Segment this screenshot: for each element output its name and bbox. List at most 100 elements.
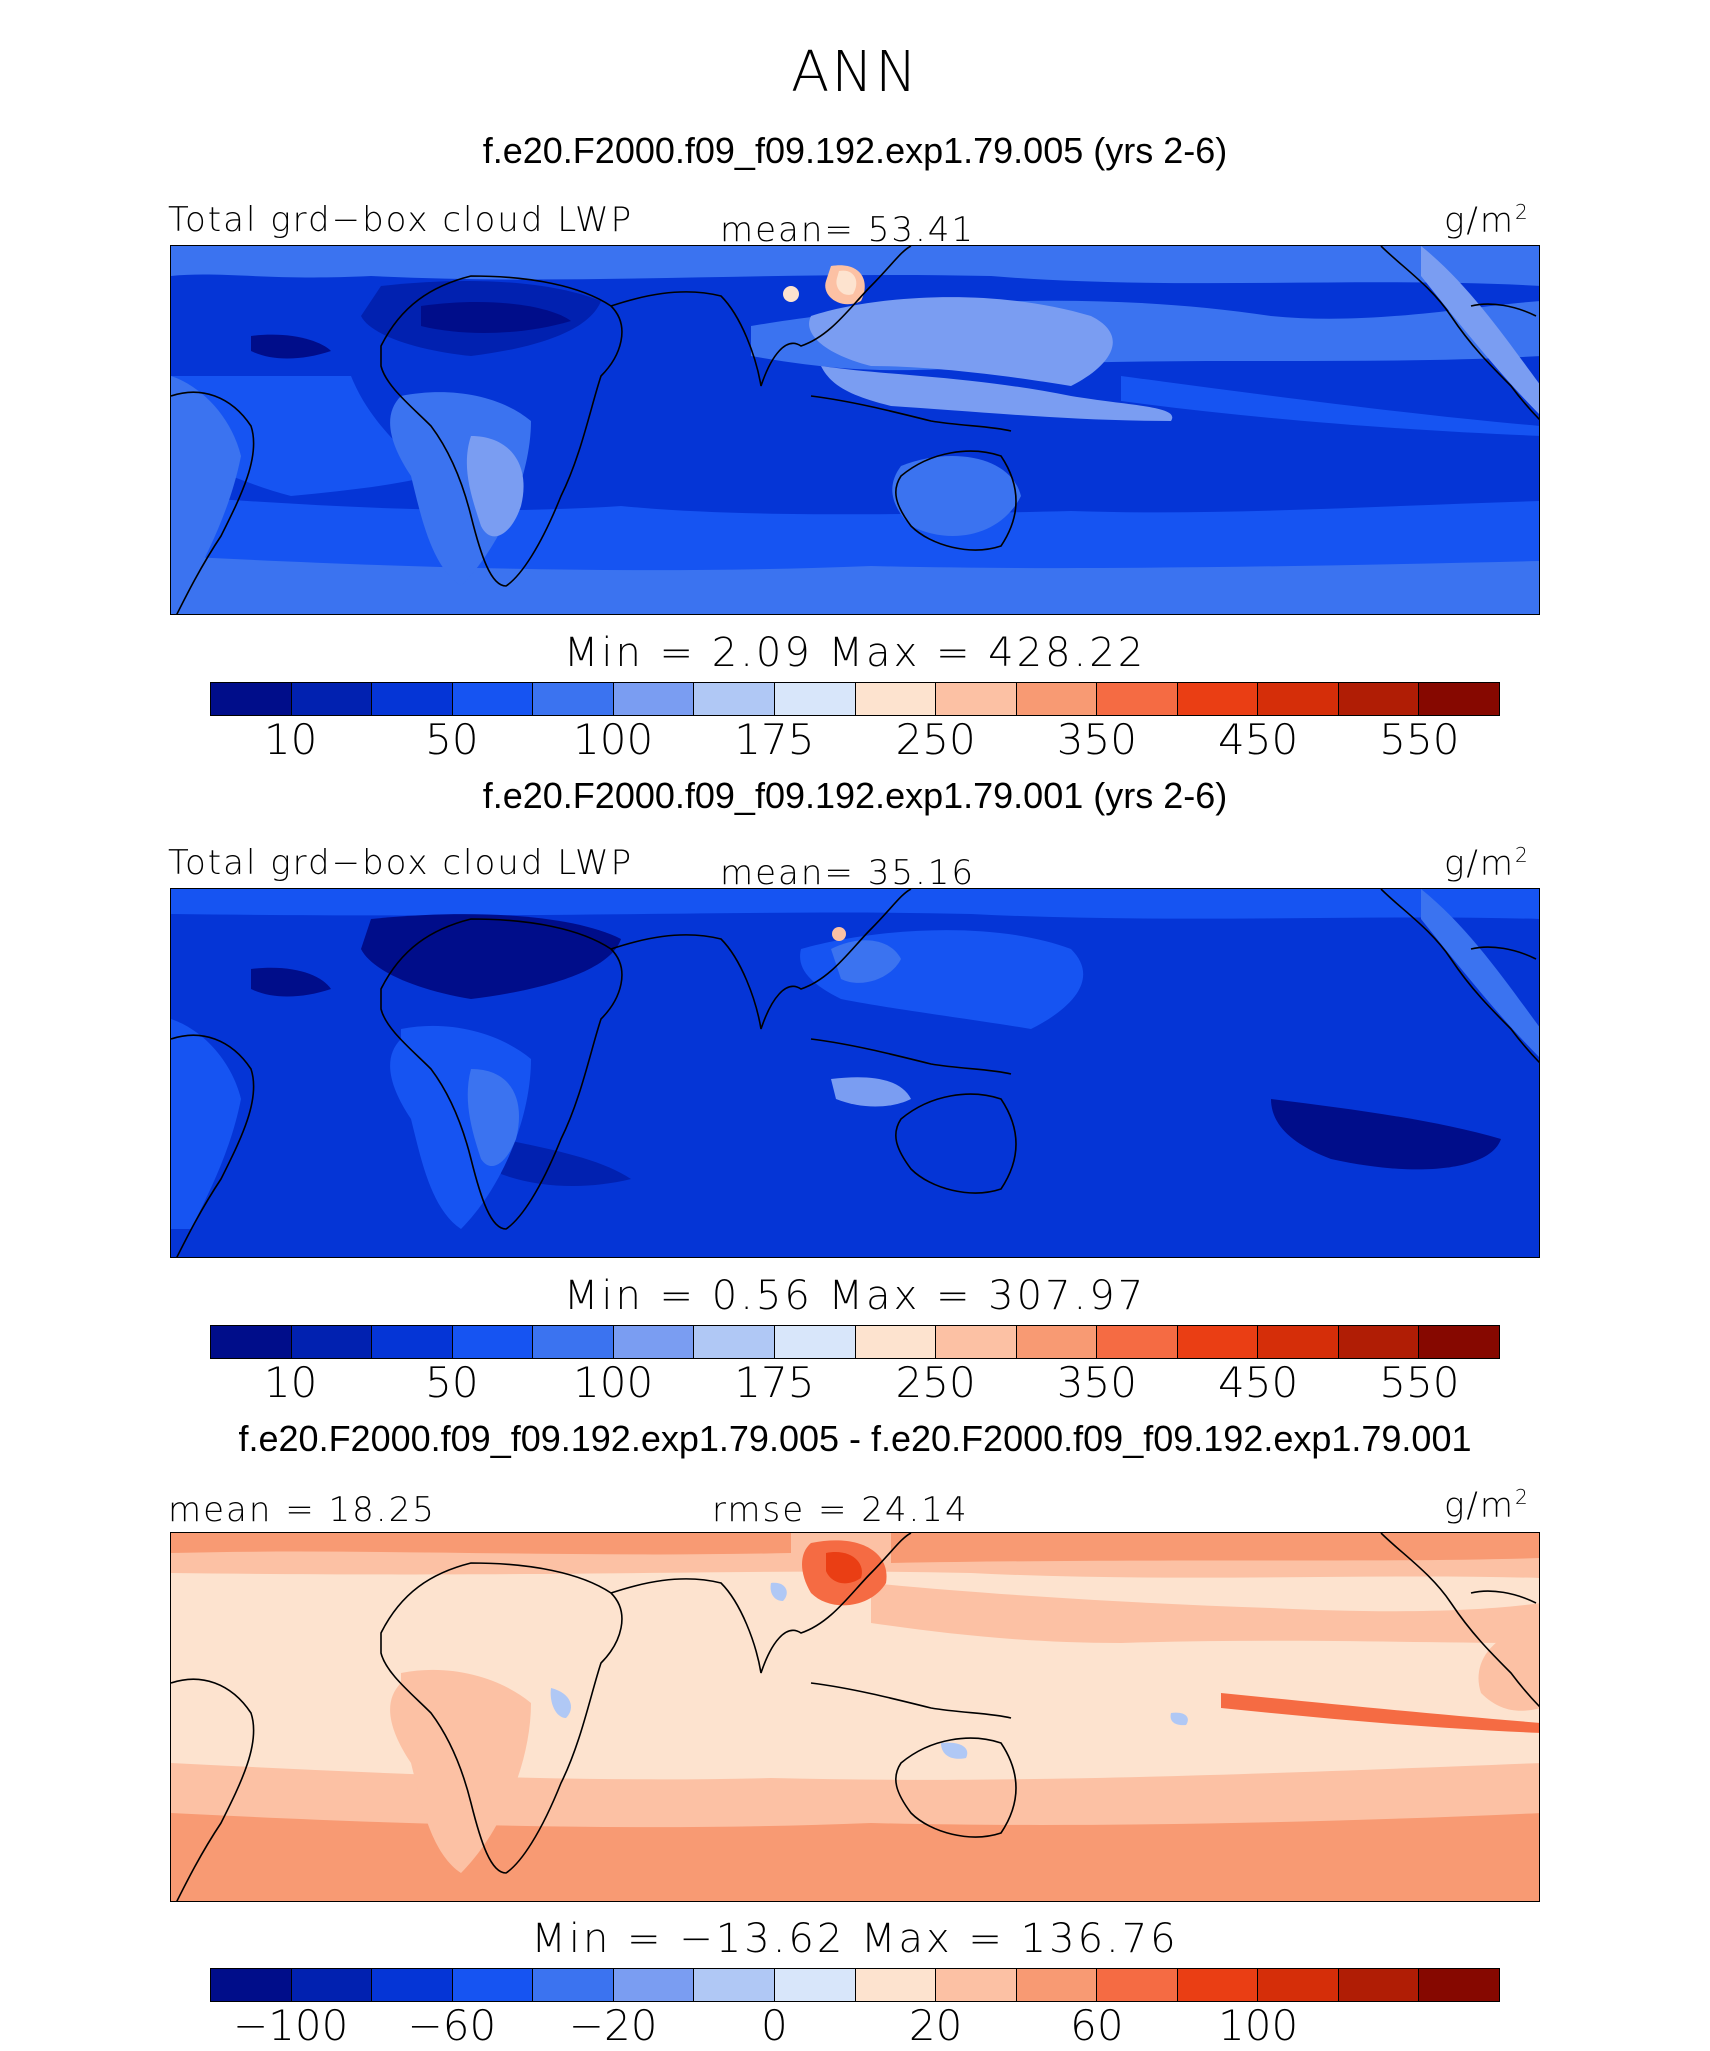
colorbar-tick-label: 450	[1218, 715, 1299, 764]
panel1-case-title: f.e20.F2000.f09_f09.192.exp1.79.005 (yrs…	[482, 130, 1228, 171]
colorbar-segment	[533, 1969, 614, 2001]
panel2-variable-label: Total grd−box cloud LWP	[168, 843, 634, 883]
colorbar-tick-label: 550	[1379, 1358, 1460, 1407]
panel3-units: g/m2	[1444, 1485, 1530, 1526]
colorbar-segment	[613, 683, 695, 715]
colorbar-segment	[1177, 683, 1259, 715]
colorbar-tick-label: 20	[908, 2001, 963, 2050]
colorbar-tick-label: 450	[1218, 1358, 1299, 1407]
colorbar-segment	[1419, 1326, 1499, 1358]
colorbar-segment	[211, 1969, 292, 2001]
panel2-mean-label: mean= 35.16	[720, 853, 976, 893]
panel3-coastlines	[171, 1533, 1539, 1901]
panel1-coastlines	[171, 246, 1539, 614]
panel1-map	[170, 245, 1540, 615]
panel2-colorbar	[210, 1325, 1500, 1359]
colorbar-segment	[774, 1326, 856, 1358]
colorbar-segment	[855, 1326, 937, 1358]
colorbar-segment	[291, 1969, 373, 2001]
colorbar-tick-label: 0	[761, 2001, 788, 2050]
figure-title: ANN	[790, 40, 920, 105]
colorbar-segment	[694, 1969, 775, 2001]
panel3-mean-label: mean = 18.25	[168, 1490, 436, 1530]
colorbar-segment	[613, 1969, 695, 2001]
colorbar-segment	[774, 683, 856, 715]
colorbar-segment	[291, 683, 373, 715]
colorbar-tick-label: 250	[895, 715, 976, 764]
colorbar-tick-label: 550	[1379, 715, 1460, 764]
colorbar-tick-label: 175	[734, 1358, 815, 1407]
colorbar-segment	[936, 1326, 1017, 1358]
colorbar-segment	[211, 1326, 292, 1358]
colorbar-tick-label: 100	[573, 715, 654, 764]
colorbar-segment	[211, 683, 292, 715]
colorbar-tick-label: 10	[263, 715, 318, 764]
panel1-units: g/m2	[1444, 200, 1530, 241]
panel2-coastlines	[171, 889, 1539, 1257]
panel3-rmse-label: rmse = 24.14	[712, 1490, 969, 1530]
panel2-minmax: Min = 0.56 Max = 307.97	[563, 1273, 1147, 1319]
colorbar-segment	[694, 683, 775, 715]
colorbar-tick-label: 175	[734, 715, 815, 764]
panel1-minmax: Min = 2.09 Max = 428.22	[563, 630, 1147, 676]
colorbar-tick-label: 250	[895, 1358, 976, 1407]
colorbar-segment	[291, 1326, 373, 1358]
panel1-colorbar-ticks: 10 50 100 175 250 350 450 550	[210, 715, 1500, 765]
colorbar-tick-label: −100	[232, 2001, 349, 2050]
panel1-variable-label: Total grd−box cloud LWP	[168, 200, 634, 240]
colorbar-segment	[452, 683, 534, 715]
panel1-colorbar	[210, 682, 1500, 716]
colorbar-segment	[452, 1326, 534, 1358]
colorbar-tick-label: −60	[407, 2001, 497, 2050]
panel1-map-svg	[171, 246, 1539, 614]
panel3-minmax: Min = −13.62 Max = 136.76	[531, 1916, 1179, 1962]
panel3-map-svg	[171, 1533, 1539, 1901]
colorbar-segment	[533, 1326, 614, 1358]
colorbar-segment	[1016, 683, 1098, 715]
colorbar-segment	[533, 683, 614, 715]
colorbar-tick-label: 50	[425, 1358, 479, 1407]
colorbar-tick-label: 100	[573, 1358, 654, 1407]
colorbar-segment	[1258, 1326, 1339, 1358]
panel2-units: g/m2	[1444, 843, 1530, 884]
panel3-colorbar-ticks: −100 −60 −20 0 20 60 100	[210, 2001, 1500, 2051]
colorbar-segment	[372, 1969, 453, 2001]
colorbar-segment	[1177, 1969, 1259, 2001]
colorbar-tick-label: 50	[425, 715, 479, 764]
panel2-map-svg	[171, 889, 1539, 1257]
colorbar-segment	[1016, 1326, 1098, 1358]
colorbar-segment	[1338, 1326, 1420, 1358]
colorbar-segment	[1338, 683, 1420, 715]
colorbar-segment	[1177, 1326, 1259, 1358]
colorbar-segment	[372, 1326, 453, 1358]
colorbar-segment	[855, 683, 937, 715]
colorbar-segment	[452, 1969, 534, 2001]
colorbar-segment	[1016, 1969, 1098, 2001]
colorbar-tick-label: 350	[1056, 715, 1137, 764]
panel3-case-title: f.e20.F2000.f09_f09.192.exp1.79.005 - f.…	[238, 1418, 1472, 1459]
colorbar-tick-label: 10	[263, 1358, 318, 1407]
colorbar-segment	[372, 683, 453, 715]
colorbar-segment	[1097, 1326, 1178, 1358]
colorbar-segment	[694, 1326, 775, 1358]
colorbar-tick-label: −20	[568, 2001, 658, 2050]
panel1-mean-label: mean= 53.41	[720, 210, 976, 250]
colorbar-segment	[936, 683, 1017, 715]
panel2-case-title: f.e20.F2000.f09_f09.192.exp1.79.001 (yrs…	[482, 775, 1228, 816]
colorbar-segment	[1097, 1969, 1178, 2001]
colorbar-segment	[855, 1969, 937, 2001]
panel2-colorbar-ticks: 10 50 100 175 250 350 450 550	[210, 1358, 1500, 1408]
colorbar-segment	[936, 1969, 1017, 2001]
colorbar-tick-label: 350	[1056, 1358, 1137, 1407]
colorbar-tick-label: 100	[1218, 2001, 1299, 2050]
colorbar-tick-label: 60	[1070, 2001, 1124, 2050]
colorbar-segment	[1097, 683, 1178, 715]
colorbar-segment	[613, 1326, 695, 1358]
colorbar-segment	[1258, 1969, 1339, 2001]
colorbar-segment	[1258, 683, 1339, 715]
colorbar-segment	[1419, 1969, 1499, 2001]
panel3-colorbar	[210, 1968, 1500, 2002]
colorbar-segment	[774, 1969, 856, 2001]
panel2-map	[170, 888, 1540, 1258]
panel3-map	[170, 1532, 1540, 1902]
